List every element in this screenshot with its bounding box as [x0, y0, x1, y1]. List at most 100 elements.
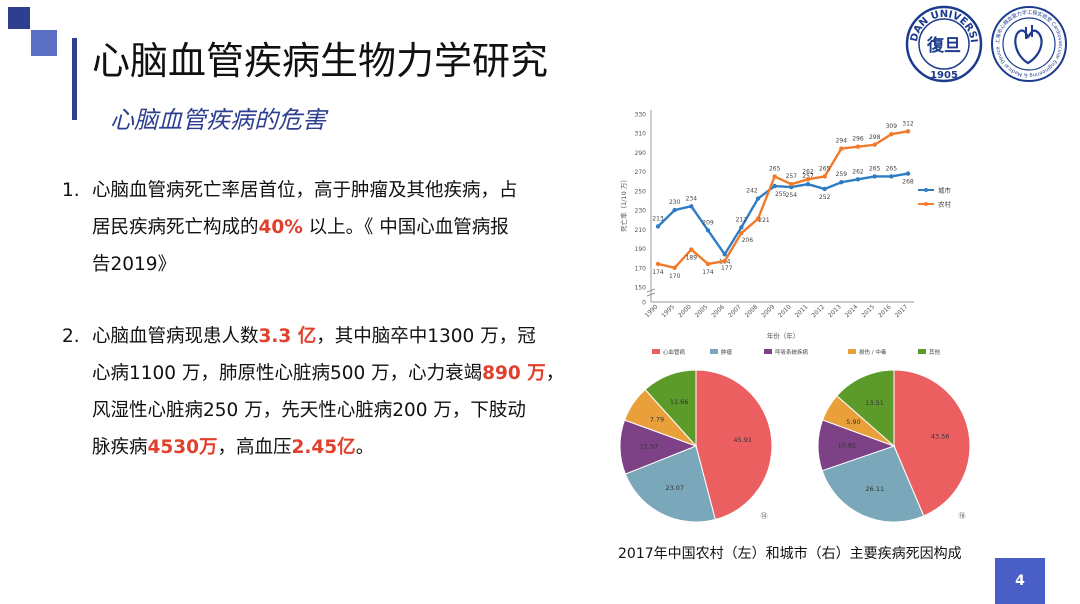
page-number: 4	[995, 558, 1045, 604]
data-label: 213	[652, 215, 664, 222]
data-label: 268	[902, 179, 914, 186]
data-point	[739, 225, 744, 230]
data-label: 296	[852, 136, 864, 143]
data-point	[822, 174, 827, 179]
legend-swatch	[764, 349, 772, 354]
data-label: 257	[802, 173, 814, 180]
data-point	[789, 181, 794, 187]
x-tick-label: 2006	[710, 303, 726, 319]
x-tick-label: 2009	[760, 303, 776, 319]
legend-label: 其他	[929, 348, 941, 356]
x-tick-label: 2011	[794, 303, 810, 319]
text-segment: 居民疾病死亡构成的	[92, 217, 259, 238]
pie-slice-label: 23.07	[665, 484, 684, 492]
data-label: 177	[721, 265, 733, 272]
data-point	[889, 131, 894, 137]
text-segment: 风湿性心脏病250 万，先天性心脏病200 万，下肢动	[92, 400, 526, 421]
data-label: 206	[742, 237, 754, 244]
data-label: 265	[769, 165, 781, 172]
data-point	[855, 177, 861, 182]
data-label: 262	[802, 168, 814, 175]
text-segment: 心脑血管病现患人数	[92, 326, 259, 347]
data-label: 265	[886, 165, 898, 172]
lab-logo: 上海市心脑血管力学工程实验室 Cardiovascular Engineerin…	[990, 5, 1067, 82]
data-label: 189	[686, 255, 698, 262]
data-label: 312	[902, 120, 914, 127]
pie-slice	[644, 369, 697, 448]
decor-square-dark	[8, 7, 30, 29]
data-point	[822, 186, 827, 192]
data-label: 174	[652, 269, 664, 276]
data-label: 265	[819, 165, 831, 172]
text-segment: 以上。《 中国心血管病报	[302, 217, 509, 238]
pie-slice-label: 13.51	[865, 399, 884, 407]
y-tick-label: 150	[635, 285, 647, 292]
pie-slice-label: 43.56	[931, 433, 950, 441]
pie-slice	[695, 369, 773, 521]
list-item: 2. 心脑血管病现患人数3.3 亿，其中脑卒中1300 万，冠 心病1100 万，肺…	[62, 318, 572, 466]
data-point	[655, 261, 661, 267]
text-segment: 脉疾病	[92, 437, 148, 458]
text-line: 脉疾病4530万，高血压2.45亿。	[92, 429, 572, 466]
pie-chart-marker: ⑭	[761, 512, 768, 520]
highlight-figure: 2.45亿	[291, 437, 356, 458]
x-tick-label: 2013	[827, 303, 843, 319]
title-accent-bar	[72, 38, 77, 120]
text-segment: ，高血压	[217, 437, 292, 458]
x-tick-label: 2005	[694, 303, 710, 319]
pie-slice	[624, 445, 716, 523]
data-label: 242	[746, 188, 758, 195]
data-label: 252	[819, 194, 831, 201]
line-series-urban	[657, 172, 909, 257]
pie-slice-label: 11.66	[670, 398, 689, 406]
data-label: 255	[775, 191, 787, 198]
data-label: 257	[786, 173, 798, 180]
data-point	[705, 261, 711, 267]
data-point	[722, 258, 727, 264]
legend-marker	[924, 202, 928, 206]
data-label: 230	[669, 199, 681, 206]
svg-text:復旦: 復旦	[926, 35, 961, 56]
x-tick-label: 2000	[677, 303, 693, 319]
text-segment: 告2019》	[92, 254, 177, 275]
pie-slice-label: 11.57	[640, 443, 659, 451]
x-tick-label: 1990	[644, 303, 660, 319]
text-line: 居民疾病死亡构成的40% 以上。《 中国心血管病报	[92, 209, 572, 246]
figure-caption: 2017年中国农村（左）和城市（右）主要疾病死因构成	[618, 546, 962, 562]
data-label: 309	[886, 123, 898, 130]
text-line: 心病1100 万，肺原性心脏病500 万，心力衰竭890 万，	[92, 355, 572, 392]
highlight-figure: 4530万	[147, 437, 218, 458]
y-axis-title: 死亡率（1/10 万）	[619, 176, 628, 232]
list-item-number: 2.	[62, 326, 80, 347]
data-point	[722, 252, 727, 257]
data-point	[755, 196, 761, 201]
list-item-number: 1.	[62, 180, 80, 201]
legend-label: 城市	[938, 186, 952, 195]
y-tick-label: 290	[635, 150, 647, 157]
data-point	[855, 144, 861, 149]
legend-swatch	[652, 349, 660, 354]
legend-swatch	[918, 349, 926, 354]
text-line: 风湿性心脏病250 万，先天性心脏病200 万，下肢动	[92, 392, 572, 429]
list-item-text: 心脑血管病死亡率居首位，高于肿瘤及其他疾病，占 居民疾病死亡构成的40% 以上。《…	[92, 172, 572, 283]
data-point	[805, 177, 811, 182]
data-label: 254	[786, 192, 798, 199]
text-segment: 。	[355, 437, 375, 458]
y-tick-label: 230	[635, 208, 647, 215]
legend-marker	[924, 188, 928, 192]
data-label: 259	[836, 171, 848, 178]
data-point	[839, 180, 844, 185]
data-label: 298	[869, 134, 881, 141]
text-segment: ，	[545, 363, 565, 384]
data-point	[672, 265, 677, 270]
x-tick-label: 2015	[860, 303, 876, 319]
axis-break-mark	[646, 288, 656, 297]
y-tick-label: 250	[635, 188, 647, 195]
pie-slice-label: 26.11	[866, 485, 885, 493]
highlight-figure: 3.3 亿	[258, 326, 317, 347]
legend-swatch	[848, 349, 856, 354]
list-item-text: 心脑血管病现患人数3.3 亿，其中脑卒中1300 万，冠 心病1100 万，肺原性…	[92, 318, 572, 466]
pie-chart-marker: ⑱	[959, 512, 966, 520]
data-point	[672, 207, 677, 213]
